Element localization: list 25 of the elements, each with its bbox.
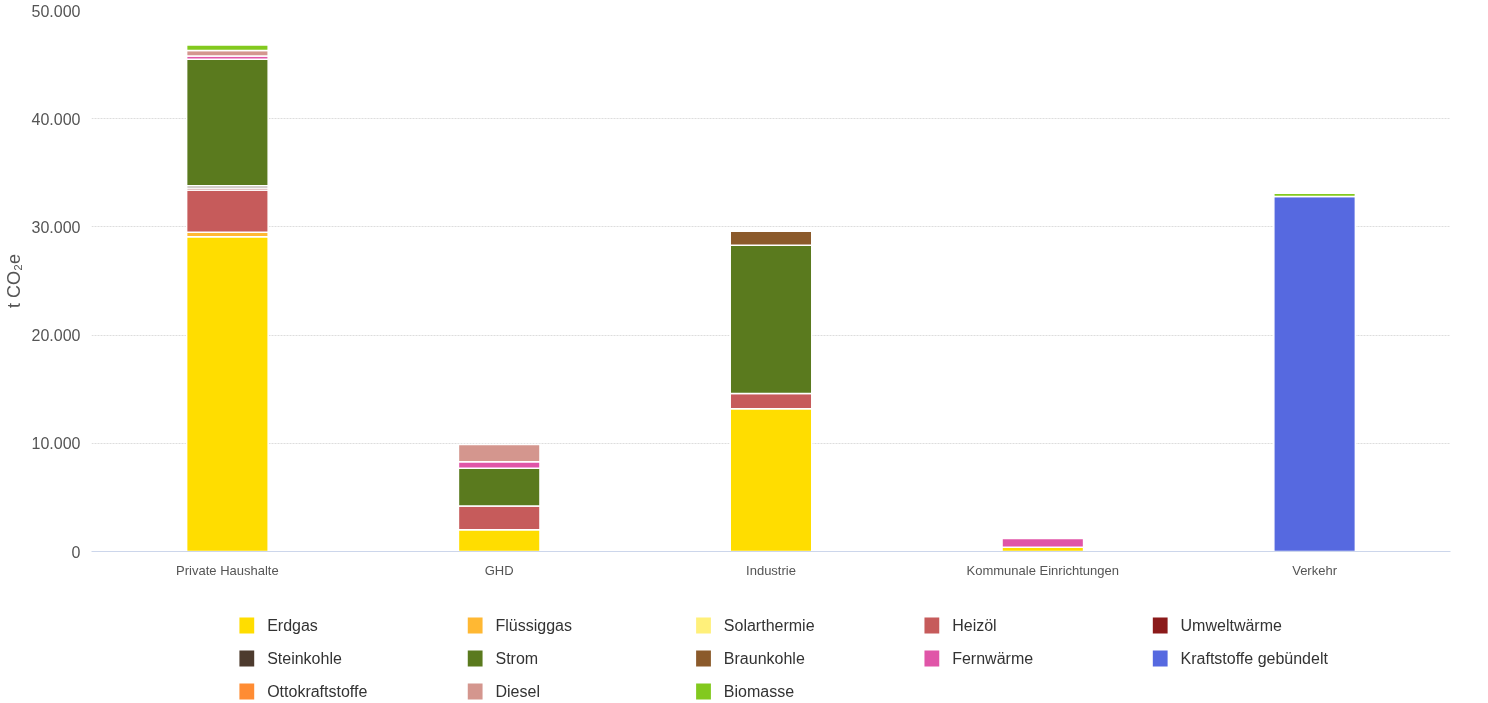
y-tick-label: 30.000 bbox=[31, 218, 81, 236]
legend-label: Strom bbox=[495, 650, 539, 667]
y-tick-label: 50.000 bbox=[31, 2, 81, 20]
y-tick-label: 0 bbox=[71, 543, 81, 561]
legend-label: Ottokraftstoffe bbox=[267, 683, 368, 700]
legend-label: Fernwärme bbox=[952, 650, 1034, 667]
legend-label: Flüssiggas bbox=[495, 617, 572, 634]
legend-label: Kraftstoffe gebündelt bbox=[1180, 650, 1329, 667]
legend-label: Biomasse bbox=[723, 683, 795, 700]
y-tick-label: 20.000 bbox=[31, 327, 81, 345]
legend-label: Braunkohle bbox=[723, 650, 805, 667]
legend-label: Steinkohle bbox=[267, 650, 342, 667]
x-tick-label: Kommunale Einrichtungen bbox=[966, 562, 1120, 578]
legend-label: Diesel bbox=[495, 683, 540, 700]
x-tick-label: Verkehr bbox=[1292, 562, 1338, 578]
y-tick-label: 10.000 bbox=[31, 435, 81, 453]
y-axis-title: t CO₂e bbox=[3, 254, 24, 308]
legend-label: Umweltwärme bbox=[1180, 617, 1282, 634]
x-tick-label: GHD bbox=[484, 562, 514, 578]
x-tick-label: Private Haushalte bbox=[176, 562, 279, 578]
legend-label: Erdgas bbox=[267, 617, 318, 634]
x-tick-label: Industrie bbox=[746, 562, 796, 578]
y-tick-label: 40.000 bbox=[31, 110, 81, 128]
legend-label: Solarthermie bbox=[723, 617, 815, 634]
legend-label: Heizöl bbox=[952, 617, 997, 634]
